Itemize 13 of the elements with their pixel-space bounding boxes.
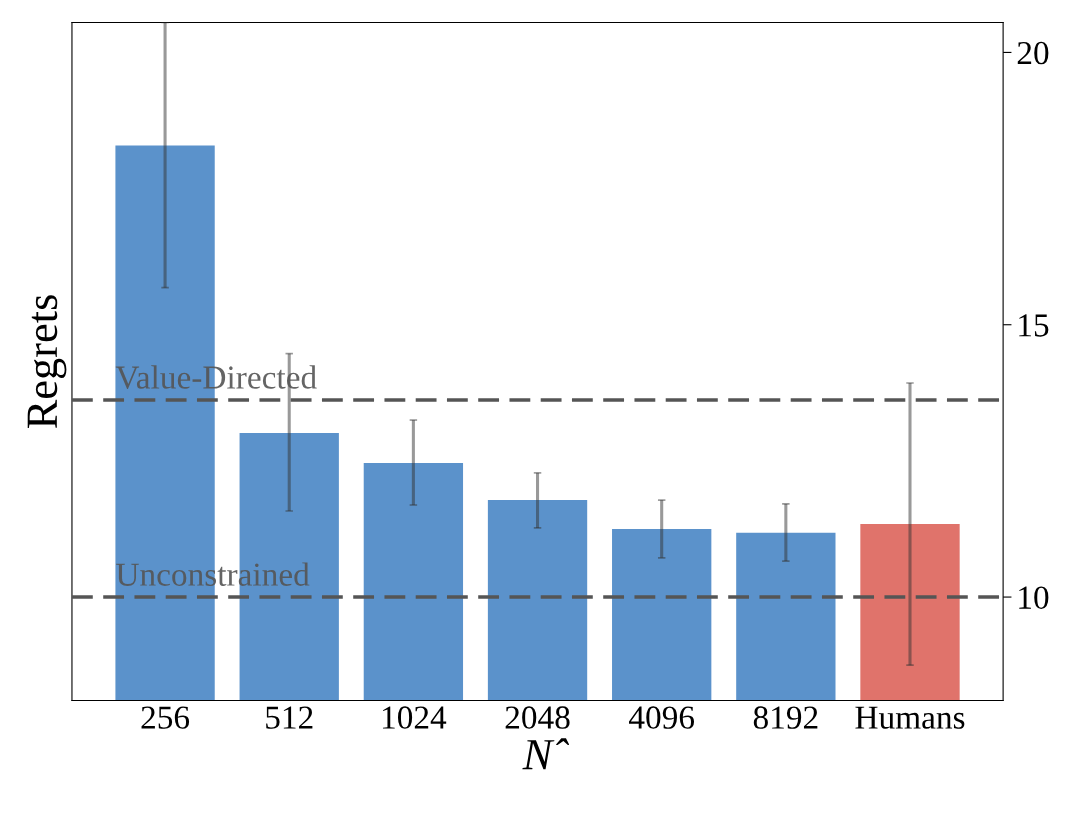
y-tick-label: 15 — [1019, 314, 1049, 337]
ref-line-label: Value-Directed — [115, 365, 317, 389]
x-axis-title: N̂ — [522, 738, 569, 770]
y-tick-label: 20 — [1017, 41, 1049, 65]
x-tick-label: 256 — [141, 706, 190, 729]
y-tick-label: 10 — [1019, 586, 1049, 609]
x-tick-label: 1024 — [382, 706, 447, 729]
x-tick-label: Humans — [855, 706, 965, 729]
x-tick-label: 2048 — [505, 706, 570, 729]
x-tick-label: 512 — [266, 706, 313, 729]
x-tick-label: 8192 — [753, 706, 818, 729]
x-tick-label: 4096 — [629, 706, 695, 729]
y-axis-title: Regrets — [27, 295, 67, 429]
